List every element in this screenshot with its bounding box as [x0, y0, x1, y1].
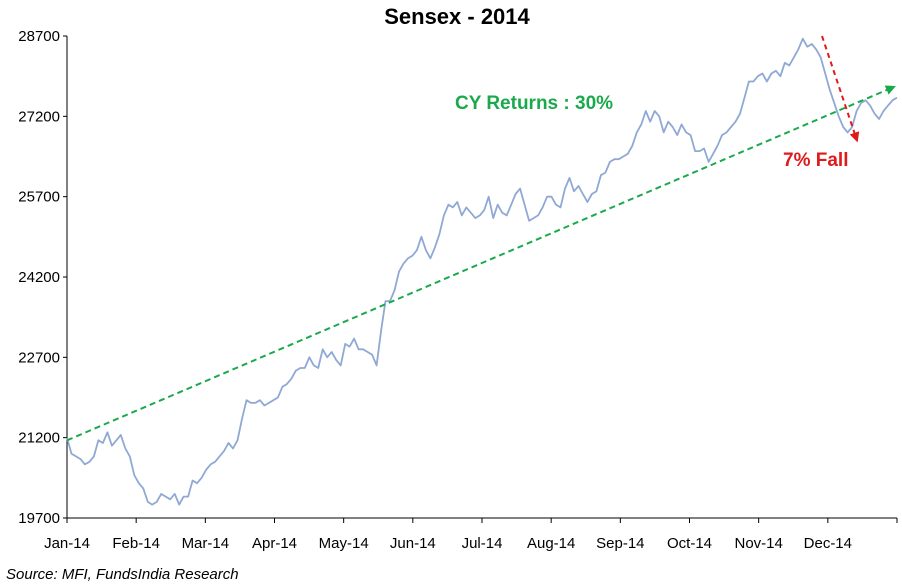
y-tick-label: 19700	[18, 510, 60, 527]
y-tick-label: 25700	[18, 189, 60, 206]
x-tick-label: Jan-14	[44, 535, 90, 552]
x-tick-label: Jul-14	[462, 535, 503, 552]
annotations: CY Returns : 30% 7% Fall	[455, 93, 848, 171]
x-tick-label: Nov-14	[734, 535, 782, 552]
y-tick-label: 22700	[18, 349, 60, 366]
chart-title: Sensex - 2014	[384, 4, 530, 29]
x-tick-label: Apr-14	[252, 535, 297, 552]
x-tick-label: Aug-14	[527, 535, 575, 552]
y-tick-label: 24200	[18, 269, 60, 286]
annotation-cy-returns: CY Returns : 30%	[455, 93, 613, 114]
x-tick-label: May-14	[319, 535, 369, 552]
x-tick-label: Mar-14	[182, 535, 230, 552]
source-note: Source: MFI, FundsIndia Research	[6, 566, 239, 583]
plot-area	[66, 35, 898, 506]
sensex-series-line	[66, 37, 898, 506]
x-tick-label: Jun-14	[390, 535, 436, 552]
x-tick-label: Feb-14	[112, 535, 160, 552]
x-axis: Jan-14 Feb-14 Mar-14 Apr-14 May-14 Jun-14 Jul-…	[44, 517, 898, 552]
annotation-fall: 7% Fall	[783, 150, 848, 171]
y-axis: 19700 21200 22700 24200 25700 27200 28700	[18, 28, 68, 527]
y-tick-label: 27200	[18, 108, 60, 125]
y-tick-label: 21200	[18, 430, 60, 447]
x-tick-label: Sep-14	[596, 535, 644, 552]
fall-arrow	[821, 35, 860, 143]
x-tick-label: Oct-14	[667, 535, 712, 552]
x-tick-label: Dec-14	[804, 535, 852, 552]
trend-line-arrow	[66, 85, 896, 442]
y-tick-label: 28700	[18, 28, 60, 45]
